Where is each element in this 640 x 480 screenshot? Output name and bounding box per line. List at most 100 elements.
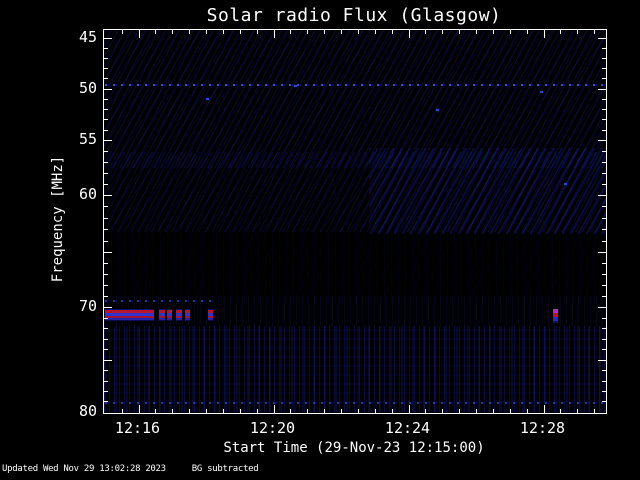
noise-texture-upper (104, 30, 606, 168)
speckle-dot (563, 182, 567, 185)
x-tick (476, 30, 477, 34)
x-tick (256, 30, 258, 34)
y-tick (602, 129, 606, 131)
y-tick (104, 173, 108, 174)
x-tick (374, 409, 376, 413)
y-tick (602, 240, 606, 242)
y-tick (598, 252, 606, 253)
y-tick (104, 360, 112, 361)
y-tick (598, 38, 606, 39)
rfi-band-segment (175, 309, 183, 322)
x-tick (408, 405, 410, 413)
y-tick (104, 274, 108, 275)
y-tick (602, 328, 606, 330)
y-tick-label: 70 (78, 297, 97, 315)
y-tick (104, 401, 108, 403)
y-tick (602, 68, 606, 70)
x-tick (391, 409, 393, 413)
y-tick (104, 307, 112, 308)
y-tick (104, 68, 108, 70)
x-tick (594, 30, 596, 34)
x-axis-title: Start Time (29-Nov-23 12:15:00) (223, 440, 485, 456)
y-tick (104, 229, 108, 231)
y-tick (104, 317, 108, 319)
y-tick (602, 98, 606, 100)
x-tick-label: 12:24 (384, 419, 431, 437)
y-tick (104, 263, 108, 264)
plot-frame (103, 29, 607, 414)
y-tick (602, 285, 606, 286)
x-tick (273, 405, 275, 413)
y-tick (104, 380, 108, 382)
x-tick (155, 409, 157, 413)
y-tick (104, 129, 108, 131)
y-tick (602, 349, 606, 351)
x-tick (577, 409, 579, 413)
x-tick (357, 409, 359, 413)
x-tick-label: 12:28 (519, 419, 566, 437)
x-tick (492, 409, 494, 413)
y-tick (602, 380, 606, 382)
y-tick (104, 206, 108, 208)
spectrogram-plot-area (104, 30, 606, 413)
x-tick (172, 30, 174, 34)
x-tick (459, 409, 461, 413)
y-tick (104, 252, 112, 253)
noise-texture-sparse (104, 232, 606, 304)
rfi-band-segment (158, 309, 165, 322)
y-tick (602, 173, 606, 174)
x-tick (206, 30, 207, 34)
interference-line-50mhz (104, 84, 606, 87)
x-tick (222, 30, 224, 34)
y-tick (104, 240, 108, 242)
y-tick-label: 55 (78, 130, 97, 148)
x-tick (138, 30, 140, 38)
y-tick (598, 195, 606, 196)
y-tick (104, 370, 108, 372)
speckle-dot (293, 85, 297, 88)
y-axis-title: Frequency [MHz] (50, 155, 66, 283)
x-tick (121, 30, 123, 34)
y-tick (104, 48, 108, 50)
x-tick (442, 30, 444, 34)
y-tick (602, 109, 606, 111)
y-tick (602, 119, 606, 121)
x-tick (509, 30, 511, 34)
y-tick (104, 151, 108, 152)
x-tick (307, 30, 309, 34)
x-tick (172, 409, 174, 413)
x-tick (357, 30, 359, 34)
interference-line-69mhz (104, 300, 217, 303)
y-tick (602, 184, 606, 185)
y-tick-label: 80 (78, 401, 97, 420)
y-tick (602, 229, 606, 231)
x-tick (189, 409, 191, 413)
x-tick (256, 409, 258, 413)
burst-mark (553, 308, 559, 323)
y-tick (104, 58, 108, 60)
updated-timestamp: Updated Wed Nov 29 13:02:28 2023 (2, 464, 166, 474)
y-tick (104, 109, 108, 111)
x-tick (290, 409, 292, 413)
y-tick (104, 162, 108, 163)
y-tick (602, 317, 606, 319)
x-tick (222, 409, 224, 413)
status-bar: Updated Wed Nov 29 13:02:28 2023 BG subtr… (2, 464, 259, 474)
x-tick (408, 30, 410, 38)
x-tick (442, 409, 444, 413)
y-tick (104, 88, 112, 90)
y-tick (602, 48, 606, 50)
x-tick (138, 405, 140, 413)
y-tick (602, 296, 606, 297)
rfi-band-segment (207, 309, 213, 322)
x-tick (273, 30, 275, 38)
y-tick (598, 88, 606, 90)
y-tick (602, 274, 606, 275)
y-tick (104, 98, 108, 100)
x-tick (324, 30, 326, 34)
x-tick (341, 30, 342, 34)
x-tick (206, 409, 207, 413)
x-tick (189, 30, 191, 34)
x-tick (543, 405, 545, 413)
y-tick (104, 285, 108, 286)
